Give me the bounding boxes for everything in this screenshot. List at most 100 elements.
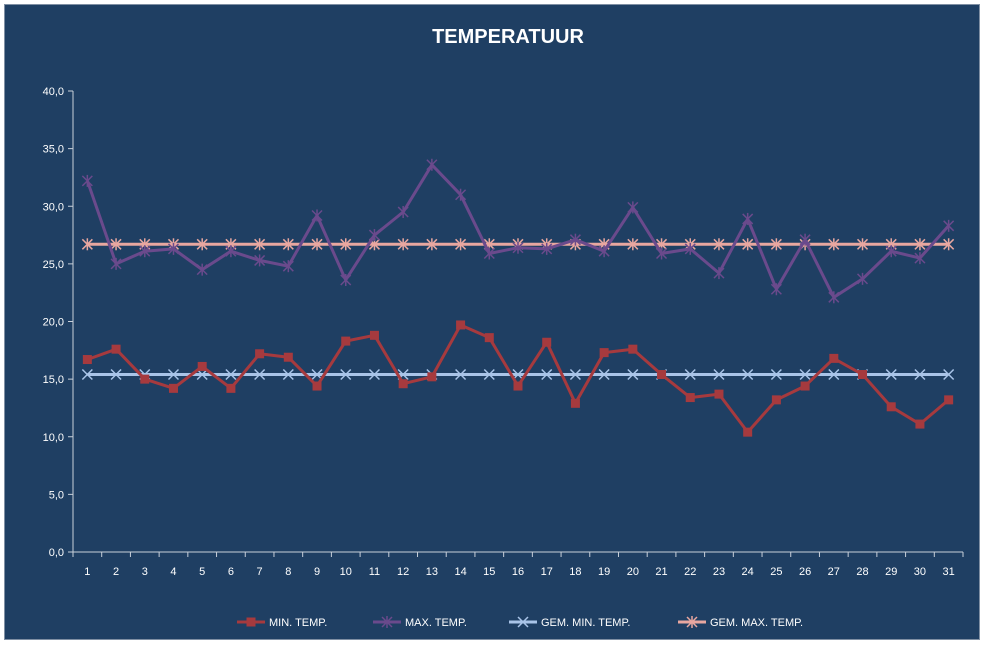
data-point — [369, 330, 379, 340]
x-tick-label: 7 — [257, 566, 263, 578]
legend-swatch-marker — [246, 617, 256, 627]
data-point — [685, 393, 695, 403]
data-point — [483, 368, 495, 381]
data-point — [943, 219, 955, 232]
data-point — [312, 381, 322, 391]
data-point — [368, 229, 380, 242]
data-point — [282, 368, 294, 381]
y-tick-label: 35,0 — [43, 144, 64, 156]
chart-title: TEMPERATUUR — [432, 26, 584, 48]
y-tick-label: 25,0 — [43, 259, 64, 271]
data-point — [885, 245, 897, 258]
y-tick-label: 40,0 — [43, 86, 64, 98]
data-point — [856, 238, 869, 251]
data-point — [456, 320, 466, 330]
series-line — [85, 163, 950, 299]
data-point — [541, 242, 553, 255]
legend-swatch-marker — [686, 616, 698, 628]
series-2 — [81, 368, 955, 381]
data-point — [340, 368, 352, 381]
data-point — [340, 274, 352, 287]
legend: MIN. TEMP. MAX. TEMP. GEM. MIN. TEMP. GEM. … — [237, 616, 803, 629]
series-line — [86, 323, 950, 434]
data-point — [225, 245, 237, 258]
legend-swatch-marker — [381, 616, 393, 628]
legend-item: GEM. MIN. TEMP. — [509, 616, 630, 629]
data-point — [397, 206, 409, 219]
data-point — [742, 368, 754, 381]
data-point — [512, 241, 524, 254]
x-tick-label: 30 — [914, 566, 926, 578]
x-tick-label: 3 — [142, 566, 148, 578]
x-tick-label: 1 — [84, 566, 90, 578]
data-point — [82, 355, 92, 365]
data-point — [341, 336, 351, 346]
data-point — [627, 368, 639, 381]
data-point — [944, 395, 954, 405]
data-point — [742, 212, 754, 225]
chart-frame: TEMPERATUUR 0,0 5,0 10,0 15,0 20,0 25,0 30,0 35… — [4, 4, 980, 640]
data-point — [858, 370, 868, 380]
data-point — [455, 238, 467, 251]
legend-label: MIN. TEMP. — [269, 617, 327, 629]
data-point — [569, 233, 581, 246]
x-tick-label: 21 — [655, 566, 667, 578]
data-point — [282, 260, 294, 273]
x-tick-label: 11 — [369, 566, 380, 578]
x-tick-label: 27 — [828, 566, 840, 578]
data-point — [627, 201, 639, 214]
x-tick-label: 26 — [799, 566, 811, 578]
data-point — [656, 247, 668, 260]
data-point — [627, 238, 639, 251]
data-point — [569, 368, 581, 381]
x-tick-label: 12 — [397, 566, 409, 578]
x-tick-label: 13 — [426, 566, 438, 578]
data-point — [828, 238, 840, 251]
temperature-chart: TEMPERATUUR 0,05,010,015,020,025,030,035… — [43, 26, 964, 629]
data-point — [427, 372, 437, 382]
data-point — [455, 188, 467, 201]
data-point — [397, 238, 409, 251]
data-point — [81, 238, 93, 251]
data-point — [311, 238, 323, 251]
data-point — [799, 233, 811, 246]
data-point — [713, 238, 725, 251]
data-point — [770, 283, 782, 296]
y-tick-label: 10,0 — [43, 432, 64, 444]
data-point — [167, 368, 180, 381]
data-point — [943, 238, 955, 251]
x-tick-label: 8 — [285, 566, 291, 578]
x-tick-label: 9 — [314, 566, 320, 578]
data-point — [455, 368, 467, 381]
data-point — [140, 374, 150, 384]
legend-label: MAX. TEMP. — [405, 617, 467, 629]
data-point — [168, 383, 178, 393]
data-point — [81, 368, 93, 381]
data-point — [800, 381, 810, 391]
data-point — [742, 238, 754, 251]
legend-label: GEM. MIN. TEMP. — [541, 617, 630, 629]
series-1 — [81, 158, 955, 304]
data-point — [770, 238, 782, 251]
y-tick-label: 20,0 — [43, 317, 64, 329]
y-tick-label: 5,0 — [49, 489, 64, 501]
data-point — [254, 368, 266, 381]
x-tick-label: 16 — [512, 566, 524, 578]
data-point — [829, 353, 839, 363]
data-point — [713, 368, 725, 381]
data-point — [282, 238, 294, 251]
y-tick-label: 15,0 — [43, 374, 64, 386]
data-point — [513, 381, 523, 391]
data-point — [110, 257, 122, 270]
data-point — [81, 174, 93, 187]
data-point — [828, 368, 840, 381]
data-point — [254, 238, 266, 251]
series-0 — [82, 320, 954, 437]
legend-swatch-marker — [517, 616, 529, 628]
x-tick-label: 17 — [541, 566, 553, 578]
data-point — [225, 368, 237, 381]
x-tick-label: 10 — [340, 566, 352, 578]
data-point — [139, 245, 151, 258]
data-point — [885, 368, 897, 381]
x-tick-label: 15 — [483, 566, 495, 578]
